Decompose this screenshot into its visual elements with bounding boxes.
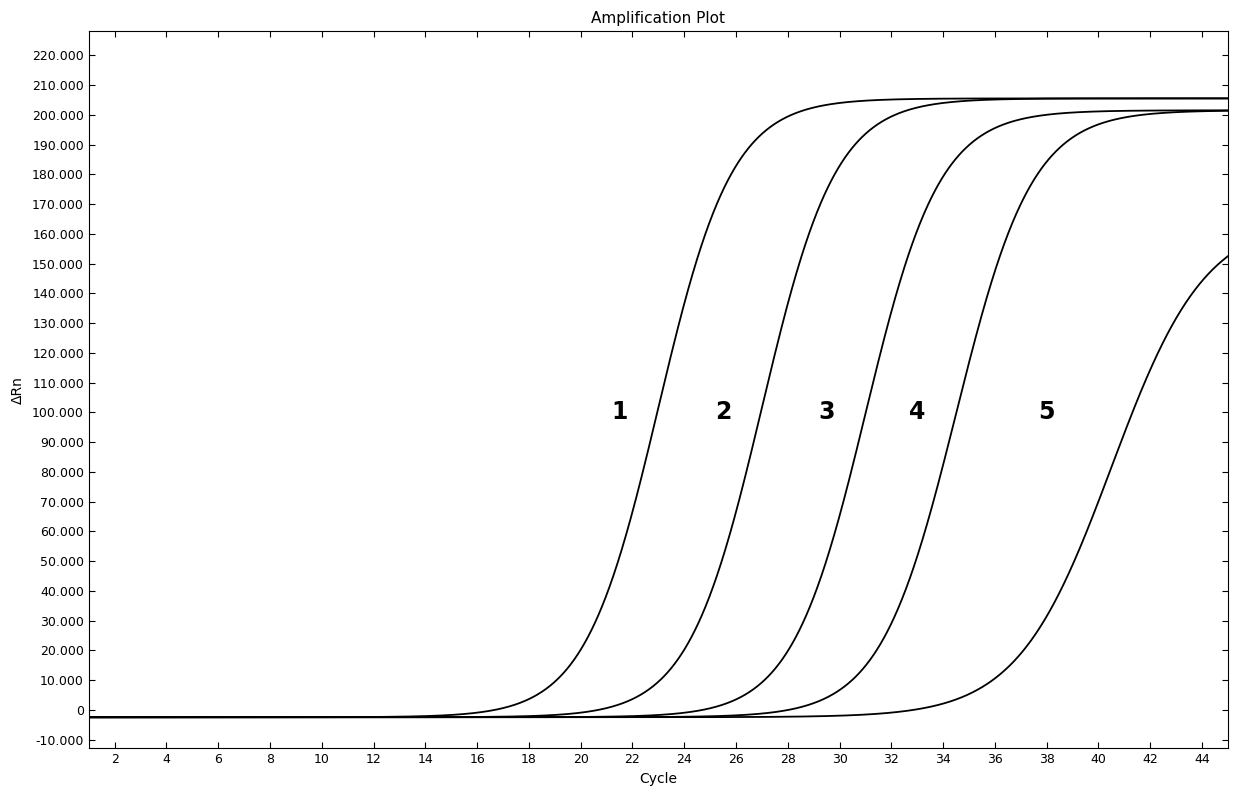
Y-axis label: ΔRn: ΔRn — [11, 376, 25, 404]
Text: 1: 1 — [611, 400, 628, 424]
Text: 2: 2 — [715, 400, 731, 424]
Text: 3: 3 — [819, 400, 835, 424]
Title: Amplification Plot: Amplification Plot — [591, 11, 725, 26]
Text: 5: 5 — [1038, 400, 1054, 424]
X-axis label: Cycle: Cycle — [639, 771, 678, 786]
Text: 4: 4 — [909, 400, 926, 424]
